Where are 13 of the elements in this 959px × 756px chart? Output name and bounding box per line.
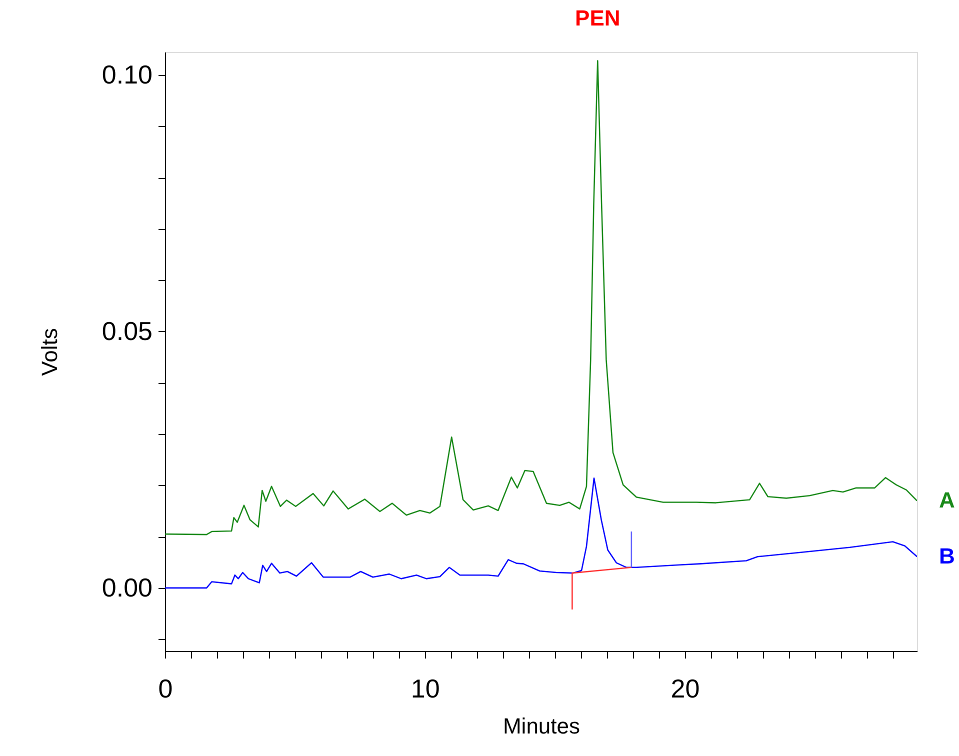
x-tick-label: 0 [158, 674, 173, 704]
series-label: A [939, 488, 955, 513]
y-tick-label: 0.00 [102, 572, 152, 602]
annotation: PEN [575, 6, 620, 31]
x-tick-label: 10 [410, 674, 440, 704]
x-axis-title: Minutes [502, 714, 580, 738]
y-axis-title: Volts [36, 328, 62, 376]
x-tick-label: 20 [670, 674, 700, 704]
line-series [165, 478, 917, 589]
series-label: B [939, 544, 955, 569]
line-series [165, 60, 917, 536]
y-tick-label: 0.10 [102, 60, 152, 90]
y-tick-label: 0.05 [102, 316, 152, 346]
